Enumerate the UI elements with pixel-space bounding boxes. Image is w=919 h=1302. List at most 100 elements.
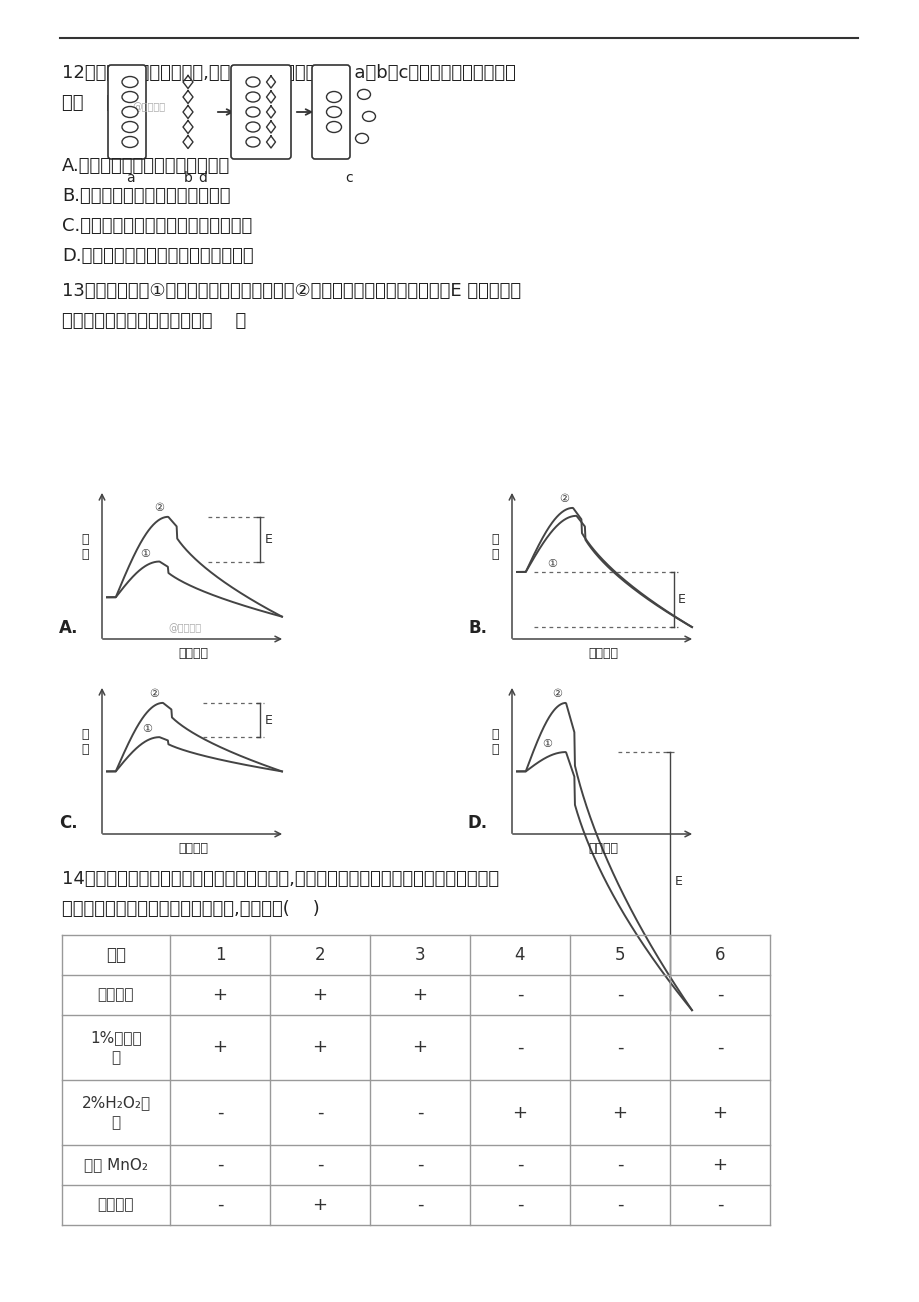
Text: -: -: [516, 1197, 523, 1213]
Ellipse shape: [326, 107, 341, 117]
Text: E: E: [674, 875, 682, 888]
Text: @正确试重: @正确试重: [131, 102, 165, 112]
Text: 反应进程: 反应进程: [178, 842, 209, 855]
Text: ②: ②: [154, 503, 165, 513]
Ellipse shape: [245, 137, 260, 147]
Text: 反应进程: 反应进程: [178, 647, 209, 660]
Text: ②: ②: [559, 493, 569, 504]
Text: +: +: [711, 1156, 727, 1174]
Text: 能
量: 能 量: [81, 533, 88, 561]
Ellipse shape: [245, 92, 260, 102]
Text: -: -: [616, 1197, 622, 1213]
Text: 4: 4: [515, 947, 525, 963]
Text: 能
量: 能 量: [491, 728, 498, 755]
Text: 反应进程: 反应进程: [588, 842, 618, 855]
Ellipse shape: [362, 112, 375, 121]
Text: b: b: [184, 171, 192, 185]
Text: ①: ①: [547, 559, 556, 569]
Text: @正确试重: @正确试重: [168, 624, 201, 634]
Text: 新鲜唤液: 新鲜唤液: [97, 1198, 134, 1212]
Text: -: -: [516, 986, 523, 1004]
Text: 能
量: 能 量: [81, 728, 88, 755]
Text: -: -: [217, 1104, 223, 1121]
Text: -: -: [516, 1039, 523, 1056]
FancyBboxPatch shape: [312, 65, 349, 159]
Text: +: +: [412, 1039, 427, 1056]
Text: D.高效性脂肪酶、脂肪、甸油和脂肪酸: D.高效性脂肪酶、脂肪、甸油和脂肪酸: [62, 247, 254, 266]
Ellipse shape: [245, 122, 260, 132]
Text: 6: 6: [714, 947, 724, 963]
Text: +: +: [312, 1039, 327, 1056]
Text: 能
量: 能 量: [491, 533, 498, 561]
Text: D.: D.: [468, 814, 487, 832]
Text: ②: ②: [149, 689, 159, 699]
Text: +: +: [212, 986, 227, 1004]
Text: 反应进程: 反应进程: [588, 647, 618, 660]
Ellipse shape: [122, 137, 138, 147]
Text: d: d: [199, 171, 207, 185]
Text: ②: ②: [551, 689, 562, 699]
Text: 3: 3: [414, 947, 425, 963]
Text: 少许 MnO₂: 少许 MnO₂: [84, 1157, 148, 1173]
Text: 的活化能。下列正确的图解是（    ）: 的活化能。下列正确的图解是（ ）: [62, 312, 246, 329]
Text: 试管: 试管: [106, 947, 126, 963]
Ellipse shape: [326, 121, 341, 133]
Text: +: +: [412, 986, 427, 1004]
Text: -: -: [516, 1156, 523, 1174]
Text: -: -: [217, 1197, 223, 1213]
Text: 1%淠粉溶
液: 1%淠粉溶 液: [90, 1030, 142, 1065]
FancyBboxPatch shape: [231, 65, 290, 159]
Text: -: -: [716, 1039, 722, 1056]
FancyBboxPatch shape: [108, 65, 146, 159]
Ellipse shape: [245, 77, 260, 87]
Text: C.: C.: [60, 814, 78, 832]
Text: c: c: [345, 171, 352, 185]
Text: 12、下图表示一个酶促反应,它所能反映的酶的一个特性和 a、b、c最可能代表的物质依次: 12、下图表示一个酶促反应,它所能反映的酶的一个特性和 a、b、c最可能代表的物…: [62, 64, 516, 82]
Text: ①: ①: [141, 548, 151, 559]
Text: +: +: [512, 1104, 527, 1121]
Text: C.专一性、麦芽糖酶、麦芽糖、葡萄糖: C.专一性、麦芽糖酶、麦芽糖、葡萄糖: [62, 217, 252, 234]
Text: 是（    ）: 是（ ）: [62, 94, 117, 112]
Text: a: a: [126, 171, 134, 185]
Text: -: -: [616, 1156, 622, 1174]
Text: E: E: [677, 592, 686, 605]
Ellipse shape: [355, 133, 369, 143]
Text: -: -: [316, 1104, 323, 1121]
Text: 5: 5: [614, 947, 625, 963]
Text: -: -: [716, 1197, 722, 1213]
Text: ①: ①: [142, 724, 152, 734]
Text: -: -: [416, 1197, 423, 1213]
Text: 13、下列图中，①表示有酶催化的反应曲线，②表示没有酶催化的反应曲线，E 表示酶降低: 13、下列图中，①表示有酶催化的反应曲线，②表示没有酶催化的反应曲线，E 表示酶…: [62, 283, 520, 299]
Text: B.专一性、淠粉酶、淠粉、麦芽糖: B.专一性、淠粉酶、淠粉、麦芽糖: [62, 187, 231, 204]
Ellipse shape: [122, 77, 138, 87]
Text: E: E: [265, 713, 272, 727]
Text: 2: 2: [314, 947, 325, 963]
Text: +: +: [312, 1197, 327, 1213]
Ellipse shape: [245, 107, 260, 117]
Text: E: E: [265, 533, 272, 546]
Ellipse shape: [122, 91, 138, 103]
Text: -: -: [416, 1156, 423, 1174]
Text: +: +: [612, 1104, 627, 1121]
Ellipse shape: [122, 107, 138, 117]
Text: -: -: [616, 1039, 622, 1056]
Text: +: +: [711, 1104, 727, 1121]
Ellipse shape: [357, 90, 370, 99]
Text: 1: 1: [214, 947, 225, 963]
Text: -: -: [416, 1104, 423, 1121]
Text: A.: A.: [59, 618, 78, 637]
Text: 14、不同的变量设置可用于验证酶的不同特性,相关实验记录如下表所示。下列相关特性验: 14、不同的变量设置可用于验证酶的不同特性,相关实验记录如下表所示。下列相关特性…: [62, 870, 499, 888]
Ellipse shape: [122, 121, 138, 133]
Text: -: -: [716, 986, 722, 1004]
Text: A.高效性、蛋白酶、蛋白质、多肽: A.高效性、蛋白酶、蛋白质、多肽: [62, 158, 230, 174]
Text: 2%H₂O₂溶
液: 2%H₂O₂溶 液: [82, 1095, 151, 1130]
Text: +: +: [312, 986, 327, 1004]
Text: -: -: [316, 1156, 323, 1174]
Text: 证实验对应的组合选择或变量设置中,错误的是(    ): 证实验对应的组合选择或变量设置中,错误的是( ): [62, 900, 320, 918]
Text: -: -: [217, 1156, 223, 1174]
Ellipse shape: [326, 91, 341, 103]
Text: -: -: [616, 986, 622, 1004]
Text: B.: B.: [469, 618, 487, 637]
Text: ①: ①: [541, 740, 551, 749]
Text: +: +: [212, 1039, 227, 1056]
